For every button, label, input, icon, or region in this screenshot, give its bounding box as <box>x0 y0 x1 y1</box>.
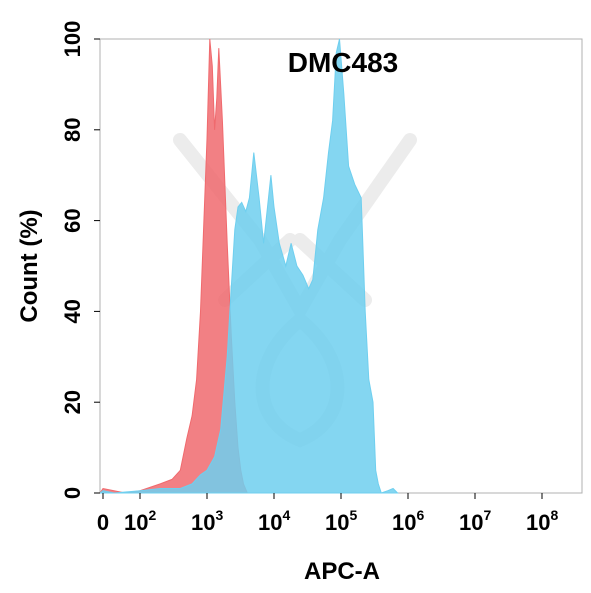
x-axis-title: APC-A <box>304 558 380 585</box>
x-tick-label: 103 <box>191 507 223 535</box>
x-tick-label: 0 <box>97 510 109 535</box>
y-axis-title: Count (%) <box>16 209 43 322</box>
x-tick-label: 108 <box>526 507 558 535</box>
histogram-areas <box>98 38 399 494</box>
y-axis: 0 20 40 60 80 100 <box>60 21 100 499</box>
x-tick-label: 107 <box>459 507 491 535</box>
y-tick-label: 60 <box>60 208 85 232</box>
y-tick-label: 20 <box>60 390 85 414</box>
y-tick-label: 40 <box>60 299 85 323</box>
x-tick-label: 105 <box>325 507 357 535</box>
chart-title: DMC483 <box>288 47 398 78</box>
y-tick-label: 0 <box>60 487 85 499</box>
x-tick-label: 104 <box>258 507 290 535</box>
y-tick-label: 100 <box>60 21 85 58</box>
y-tick-label: 80 <box>60 118 85 142</box>
x-tick-label: 102 <box>124 507 156 535</box>
x-tick-label: 106 <box>392 507 424 535</box>
histogram-series-2 <box>98 38 399 494</box>
x-axis: 0 102 103 104 105 106 107 108 <box>97 493 558 535</box>
